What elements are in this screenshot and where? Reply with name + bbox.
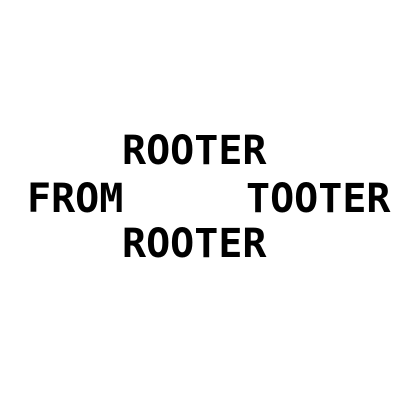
word-bottom: ROOTER — [122, 221, 267, 267]
word-top: ROOTER — [122, 128, 267, 174]
word-right: TOOTER — [246, 176, 391, 222]
word-left: FROM — [27, 176, 124, 222]
